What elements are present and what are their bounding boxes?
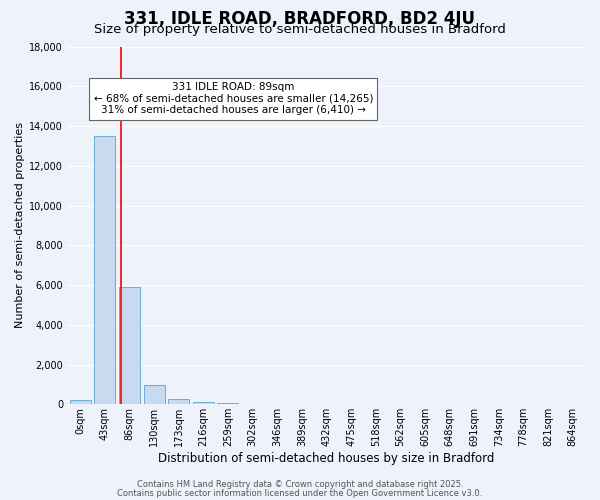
- Text: Contains public sector information licensed under the Open Government Licence v3: Contains public sector information licen…: [118, 488, 482, 498]
- Bar: [168, 398, 189, 404]
- Text: Size of property relative to semi-detached houses in Bradford: Size of property relative to semi-detach…: [94, 22, 506, 36]
- Text: Contains HM Land Registry data © Crown copyright and database right 2025.: Contains HM Land Registry data © Crown c…: [137, 480, 463, 489]
- Bar: [143, 385, 164, 404]
- Bar: [119, 287, 140, 405]
- Y-axis label: Number of semi-detached properties: Number of semi-detached properties: [15, 122, 25, 328]
- Text: 331, IDLE ROAD, BRADFORD, BD2 4JU: 331, IDLE ROAD, BRADFORD, BD2 4JU: [125, 10, 476, 28]
- Text: 331 IDLE ROAD: 89sqm
← 68% of semi-detached houses are smaller (14,265)
31% of s: 331 IDLE ROAD: 89sqm ← 68% of semi-detac…: [94, 82, 373, 116]
- X-axis label: Distribution of semi-detached houses by size in Bradford: Distribution of semi-detached houses by …: [158, 452, 494, 465]
- Bar: [94, 136, 115, 404]
- Bar: [70, 400, 91, 404]
- Bar: [193, 402, 214, 404]
